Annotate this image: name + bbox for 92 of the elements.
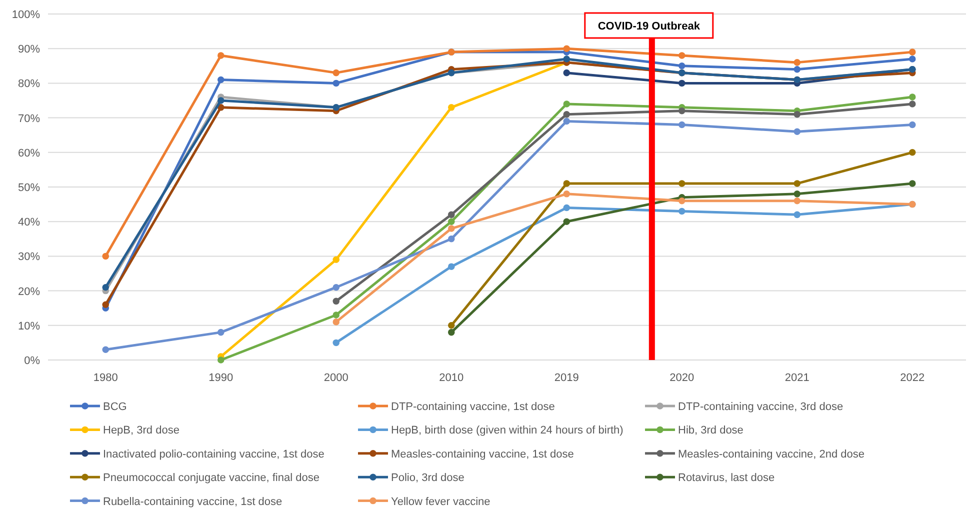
x-tick-label: 2010 (439, 372, 464, 384)
point (332, 298, 340, 305)
point (448, 104, 455, 111)
point (563, 69, 570, 76)
y-tick-label: 0% (24, 355, 40, 367)
y-tick-label: 100% (12, 9, 40, 21)
point (448, 218, 455, 225)
y-tick-label: 60% (18, 147, 40, 160)
point (678, 208, 686, 215)
x-tick-label: 2000 (324, 372, 348, 384)
point (908, 48, 916, 56)
point (102, 346, 110, 353)
point (332, 69, 340, 76)
point (794, 59, 801, 66)
point (563, 110, 570, 118)
point (678, 80, 686, 87)
legend-label: Polio, 3rd dose (391, 472, 464, 484)
legend-label: Rubella-containing vaccine, 1st dose (103, 496, 282, 508)
point (563, 100, 570, 108)
point (908, 94, 916, 100)
point (563, 56, 570, 62)
x-tick-label: 2021 (784, 372, 810, 384)
point (908, 121, 916, 128)
point (563, 204, 570, 212)
legend-label: DTP-containing vaccine, 3rd dose (678, 401, 844, 413)
legend-label: HepB, birth dose (given within 24 hours of birth) (391, 424, 624, 437)
point (678, 197, 686, 204)
y-tick-label: 70% (18, 112, 40, 125)
x-tick-label: 1990 (208, 372, 234, 384)
y-tick-label: 90% (18, 44, 40, 56)
point (332, 312, 340, 318)
x-tick-label: 1980 (93, 372, 118, 384)
point (794, 180, 801, 187)
point (563, 180, 570, 187)
y-tick-label: 30% (18, 251, 40, 264)
point (448, 211, 455, 218)
point (332, 318, 340, 326)
legend-label: Rotavirus, last dose (678, 472, 775, 484)
point (794, 211, 801, 218)
point (217, 76, 224, 84)
point (794, 197, 801, 204)
legend-label: HepB, 3rd dose (103, 424, 180, 437)
legend-label: Measles-containing vaccine, 2nd dose (678, 448, 865, 460)
legend-label: Measles-containing vaccine, 1st dose (391, 448, 574, 460)
point (102, 301, 110, 308)
point (678, 108, 686, 114)
point (563, 190, 570, 198)
point (102, 252, 110, 260)
point (448, 236, 455, 242)
point (563, 218, 570, 225)
point (678, 52, 686, 59)
point (563, 118, 570, 125)
legend-label: Pneumococcal conjugate vaccine, final dose (103, 472, 320, 484)
point (217, 356, 224, 364)
y-tick-label: 50% (18, 182, 40, 194)
ref-line-label: COVID-19 Outbreak (598, 20, 701, 32)
y-tick-label: 10% (18, 320, 40, 332)
point (794, 128, 801, 136)
point (448, 263, 455, 270)
legend-label: Inactivated polio-containing vaccine, 1st dose (103, 448, 324, 460)
x-tick-label: 2022 (900, 372, 925, 384)
point (908, 180, 916, 187)
point (332, 339, 340, 346)
point (102, 284, 110, 291)
x-tick-label: 2019 (554, 372, 579, 384)
point (448, 322, 455, 329)
point (794, 110, 801, 118)
point (908, 149, 916, 156)
point (332, 80, 340, 87)
x-tick-label: 2020 (670, 372, 694, 384)
legend-label: BCG (103, 401, 127, 413)
point (217, 328, 224, 336)
point (448, 328, 455, 336)
point (678, 62, 686, 70)
point (794, 66, 801, 73)
point (908, 56, 916, 62)
point (217, 52, 224, 59)
y-tick-label: 40% (18, 216, 40, 229)
point (448, 225, 455, 232)
legend-label: DTP-containing vaccine, 1st dose (391, 401, 555, 413)
point (908, 100, 916, 108)
point (563, 45, 570, 52)
legend-label: Hib, 3rd dose (678, 424, 744, 437)
point (678, 180, 686, 187)
point (794, 190, 801, 198)
y-tick-label: 20% (18, 286, 40, 298)
y-tick-label: 80% (18, 78, 40, 90)
point (332, 256, 340, 264)
point (332, 284, 340, 291)
point (678, 121, 686, 128)
legend-label: Yellow fever vaccine (391, 496, 490, 508)
point (217, 97, 224, 104)
